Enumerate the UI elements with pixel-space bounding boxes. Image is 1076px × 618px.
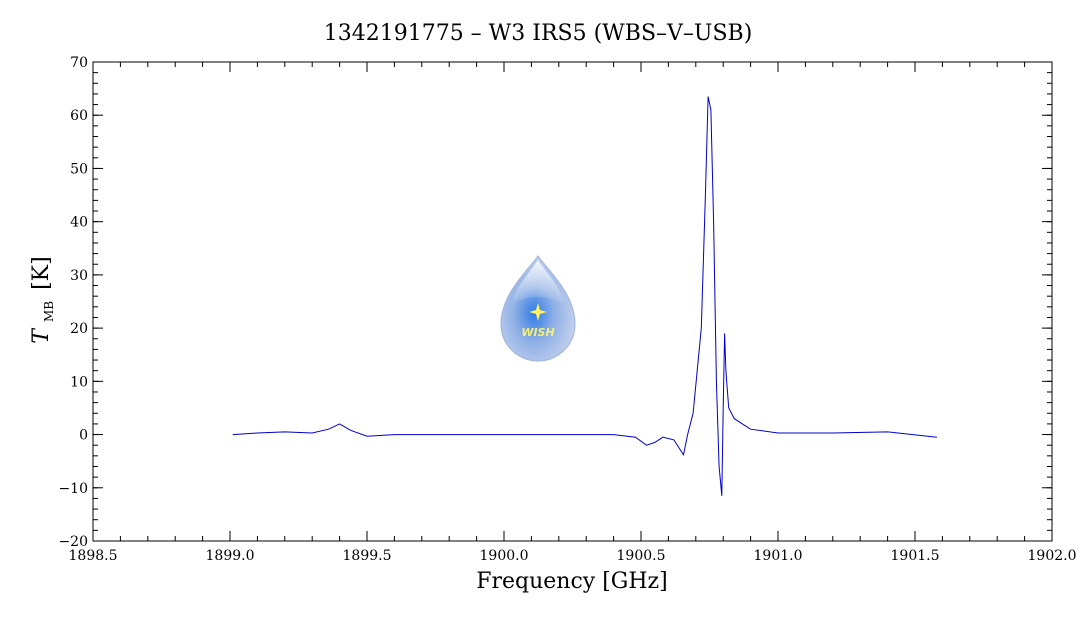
svg-text:T MB [K]: T MB [K]	[29, 256, 59, 343]
x-tick-label: 1899.0	[206, 548, 255, 564]
y-tick-label: 50	[70, 161, 88, 177]
y-tick-label: −20	[58, 534, 88, 550]
y-axis-unit: [K]	[29, 256, 54, 290]
x-tick-label: 1902.0	[1028, 548, 1076, 564]
x-tick-label: 1901.0	[754, 548, 803, 564]
y-tick-label: −10	[58, 481, 88, 497]
series-line	[232, 96, 937, 496]
y-tick-label: 10	[70, 374, 88, 390]
y-tick-label: 0	[79, 428, 88, 444]
wish-logo: WISH	[500, 255, 576, 362]
x-tick-label: 1899.5	[343, 548, 392, 564]
series-group	[232, 96, 937, 496]
y-tick-label: 70	[70, 55, 88, 71]
x-axis-label: Frequency [GHz]	[476, 569, 668, 594]
y-tick-label: 40	[70, 215, 88, 231]
x-tick-label: 1898.5	[69, 548, 118, 564]
x-tick-label: 1900.0	[480, 548, 529, 564]
plot-axes: 1898.5 1899.0 1899.5 1900.0 1900.5 1901.0 1901…	[58, 55, 1076, 564]
x-tick-label: 1901.5	[891, 548, 940, 564]
plot-frame	[92, 61, 1053, 542]
y-axis-symbol: T	[29, 327, 54, 344]
y-tick-label: 60	[70, 108, 88, 124]
y-axis-subscript: MB	[42, 301, 56, 322]
star-icon	[529, 303, 547, 321]
y-tick-label: 20	[70, 321, 88, 337]
y-tick-label: 30	[70, 268, 88, 284]
logo-text: WISH	[521, 326, 554, 339]
x-tick-label: 1900.5	[617, 548, 666, 564]
y-axis-label: T MB [K]	[29, 256, 59, 343]
chart-title: 1342191775 – W3 IRS5 (WBS–V–USB)	[324, 21, 753, 46]
